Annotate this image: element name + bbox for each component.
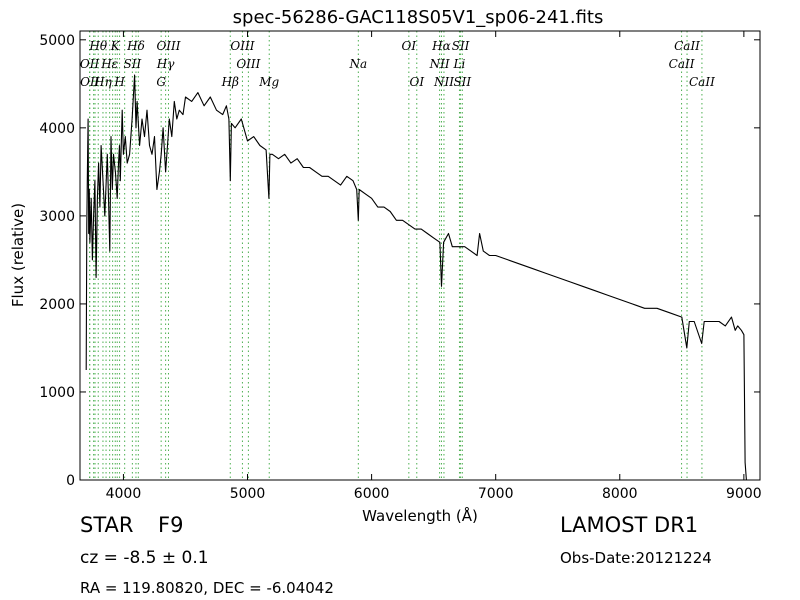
line-label: NII xyxy=(429,57,450,71)
y-axis-label: Flux (relative) xyxy=(9,203,27,307)
x-tick-label: 6000 xyxy=(354,486,390,502)
chart-title: spec-56286-GAC118S05V1_sp06-241.fits xyxy=(233,7,604,28)
line-label: Hθ xyxy=(88,39,107,53)
x-axis-label: Wavelength (Å) xyxy=(362,506,478,525)
line-label: OII xyxy=(80,57,100,71)
y-tick-label: 4000 xyxy=(39,121,75,137)
y-tick-label: 5000 xyxy=(39,33,75,49)
line-label: SII xyxy=(124,57,142,71)
spectrum-curve-group xyxy=(85,74,747,481)
spectrum-line xyxy=(85,74,747,481)
line-label: OI xyxy=(409,75,424,89)
y-tick-label: 2000 xyxy=(39,297,75,313)
plot-frame xyxy=(79,30,761,481)
y-axis-ticks: 0 1000 2000 3000 4000 5000 xyxy=(39,33,760,489)
x-tick-label: 9000 xyxy=(726,486,762,502)
line-label: CaII xyxy=(669,57,695,71)
line-label: G xyxy=(156,75,166,89)
y-tick-label: 0 xyxy=(66,473,75,489)
line-label: SII xyxy=(452,39,470,53)
line-label: Hδ xyxy=(126,39,145,53)
line-label: Hβ xyxy=(221,75,239,89)
line-label: Hα xyxy=(431,39,451,53)
line-label: Mg xyxy=(258,75,279,89)
line-label: OIII xyxy=(230,39,254,53)
line-label: NII xyxy=(433,75,454,89)
line-label: OIII xyxy=(156,39,180,53)
line-label: Hε xyxy=(100,57,118,71)
x-tick-label: 8000 xyxy=(602,486,638,502)
redshift-value: cz = -8.5 ± 0.1 xyxy=(80,548,209,568)
y-tick-label: 1000 xyxy=(39,385,75,401)
line-label: OIII xyxy=(236,57,260,71)
y-tick-label: 3000 xyxy=(39,209,75,225)
line-label: H xyxy=(113,75,125,89)
line-label: Li xyxy=(453,57,466,71)
object-class: STAR xyxy=(80,513,134,537)
line-label: OII xyxy=(80,75,100,89)
x-tick-label: 7000 xyxy=(478,486,514,502)
spectral-subclass: F9 xyxy=(158,513,184,537)
x-tick-label: 5000 xyxy=(230,486,266,502)
survey-name: LAMOST DR1 xyxy=(560,513,699,537)
line-label: Hη xyxy=(93,75,112,89)
coordinates: RA = 119.80820, DEC = -6.04042 xyxy=(80,579,334,597)
line-label: OI xyxy=(402,39,417,53)
emission-line-markers xyxy=(89,31,703,480)
line-label: Hγ xyxy=(156,57,175,71)
line-label: CaII xyxy=(689,75,715,89)
line-label: CaII xyxy=(674,39,700,53)
line-label: SII xyxy=(453,75,471,89)
x-tick-label: 4000 xyxy=(106,486,142,502)
line-label: Na xyxy=(349,57,368,71)
line-label: K xyxy=(110,39,121,53)
x-axis-ticks: 4000 5000 6000 7000 8000 9000 xyxy=(106,31,762,502)
observation-date: Obs-Date:20121224 xyxy=(560,549,712,567)
